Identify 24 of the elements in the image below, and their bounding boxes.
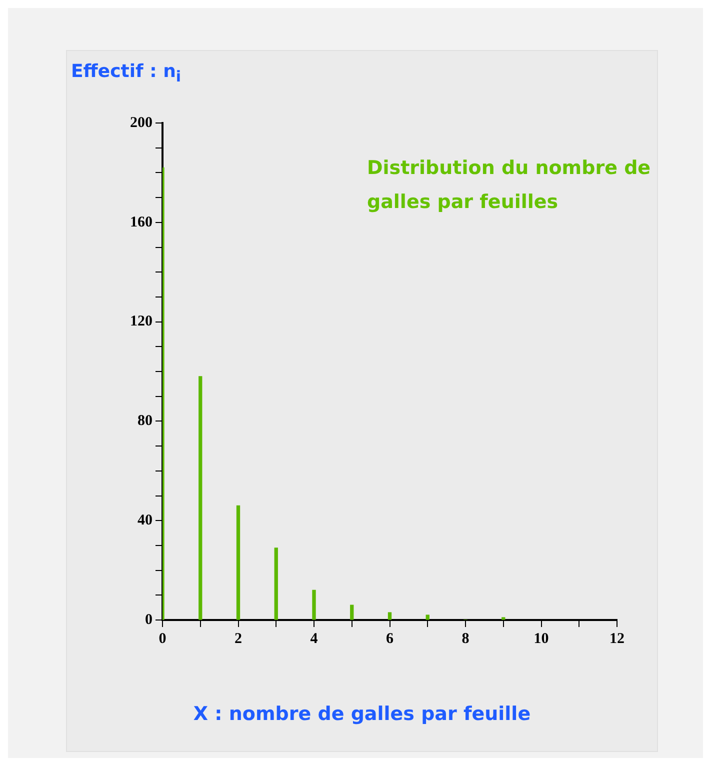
y-tick-label: 80: [138, 413, 152, 430]
y-tick-label: 40: [138, 512, 152, 528]
bar: [350, 604, 354, 620]
x-tick-label: 10: [534, 630, 549, 647]
bar: [502, 617, 506, 620]
bar: [198, 376, 202, 620]
y-tick-label: 120: [130, 314, 152, 330]
x-tick-label: 0: [158, 630, 166, 647]
bar: [426, 614, 430, 620]
x-tick-label: 12: [610, 630, 624, 647]
annotation: Distribution du nombre de galles par feuilles: [367, 156, 652, 215]
x-axis-title: X : nombre de galles par feuille: [192, 703, 532, 725]
x-tick-label: 8: [462, 630, 470, 647]
y-tick-label: 0: [145, 612, 152, 628]
bar: [274, 548, 278, 620]
bar: [388, 612, 392, 620]
y-tick-label: 160: [130, 214, 152, 230]
x-tick-label: 4: [310, 630, 318, 647]
bar: [236, 505, 240, 620]
y-axis-title: Effectif : n$_{i}$: [71, 61, 182, 86]
bar: [312, 590, 316, 620]
x-tick-label: 6: [386, 630, 394, 647]
x-tick-label: 2: [234, 630, 242, 647]
y-tick-label: 200: [130, 114, 152, 131]
